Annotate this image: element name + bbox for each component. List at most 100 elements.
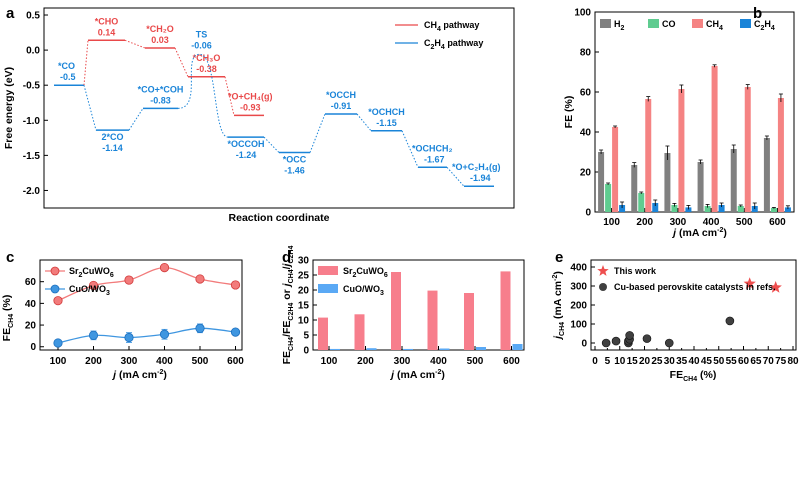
y-tick-label-b: 40 xyxy=(580,128,592,139)
x-tick-label-d: 600 xyxy=(503,356,520,367)
x-axis-label-d: j (mA cm-2) xyxy=(389,369,445,381)
y-tick-label-e: 400 xyxy=(570,263,587,274)
bar-CO xyxy=(605,184,612,212)
bar-H₂ xyxy=(664,153,671,212)
bar-CO xyxy=(770,208,777,212)
bar-CH₄ xyxy=(645,99,652,212)
level-value-c2h4: -1.15 xyxy=(376,118,397,128)
x-tick-label-e: 55 xyxy=(726,356,738,367)
y-tick-label-d: 20 xyxy=(298,286,310,297)
panel-c: 0 20 40 60 100 200 300 400 500 600 FECH4 (%) j (mA … xyxy=(1,259,244,381)
x-tick-label-b: 100 xyxy=(603,217,620,228)
level-label-ch4: *O+CH₄(g) xyxy=(228,91,273,101)
y-tick-label-d: 25 xyxy=(298,271,310,282)
legend-marker-star xyxy=(597,265,609,276)
x-tick-label-e: 25 xyxy=(651,356,663,367)
x-tick-label-c: 400 xyxy=(156,356,173,367)
panel-b: 0 20 40 60 80 100 FE (%) 100 200 300 400 500 600 j (m… xyxy=(563,8,795,239)
x-tick-label-e: 65 xyxy=(750,356,762,367)
level-label-ch4: *CH₃O xyxy=(193,53,221,63)
level-value-c2h4: -1.94 xyxy=(470,173,491,183)
y-tick-label-e: 100 xyxy=(570,320,587,331)
bar-d xyxy=(476,347,486,350)
data-point-c xyxy=(195,274,205,284)
connector-c2h4 xyxy=(309,113,326,153)
connector-c2h4 xyxy=(446,166,465,187)
data-point-c xyxy=(230,327,241,337)
bar-H₂ xyxy=(631,165,638,212)
y-tick-label-a: -2.0 xyxy=(23,186,41,197)
x-tick-label-d: 200 xyxy=(357,356,374,367)
legend-marker-c xyxy=(50,266,60,276)
bar-d xyxy=(464,293,474,350)
data-point-ref xyxy=(611,336,621,346)
panel-label-b: b xyxy=(753,5,762,22)
y-axis-label-d: FECH4/FEC2H4 or jCH4/jC2H4 xyxy=(281,246,295,365)
x-tick-label-c: 300 xyxy=(121,356,138,367)
x-tick-label-e: 40 xyxy=(688,356,700,367)
legend-swatch-b xyxy=(740,19,751,28)
bar-C₂H₄ xyxy=(619,205,626,212)
x-tick-label-e: 20 xyxy=(639,356,651,367)
y-tick-label-c: 0 xyxy=(30,342,36,353)
series-line-c xyxy=(57,327,236,344)
bar-C₂H₄ xyxy=(718,205,725,212)
bar-CH₄ xyxy=(711,66,718,212)
y-tick-label-e: 300 xyxy=(570,282,587,293)
legend-label-b: CH4 xyxy=(706,19,723,32)
level-label-c2h4: *OCCH xyxy=(326,90,356,100)
bar-H₂ xyxy=(763,138,770,212)
bar-CH₄ xyxy=(777,98,784,212)
bar-d xyxy=(439,348,450,350)
level-label-c2h4: *OCHCH₂ xyxy=(412,143,453,153)
connector-ch4 xyxy=(124,39,146,49)
x-tick-label-e: 50 xyxy=(713,356,725,367)
data-point-c xyxy=(124,275,134,285)
level-value-ts: -0.06 xyxy=(191,40,212,50)
x-tick-label-e: 60 xyxy=(738,356,750,367)
legend-label-d: Sr2CuWO6 xyxy=(343,266,388,279)
y-axis-label-b: FE (%) xyxy=(563,96,575,129)
legend-label-b: H2 xyxy=(614,19,625,32)
connector-c2h4 xyxy=(83,85,97,131)
y-tick-label-a: -1.5 xyxy=(23,151,41,162)
bar-H₂ xyxy=(598,152,605,212)
connector-ch4 xyxy=(83,40,89,86)
level-label-c2h4: *OCHCH xyxy=(368,107,405,117)
bar-CH₄ xyxy=(744,87,751,212)
x-tick-label-c: 600 xyxy=(227,356,244,367)
level-value-c2h4: -1.14 xyxy=(102,143,123,153)
legend-label-e: This work xyxy=(614,266,657,276)
data-point-this-work xyxy=(769,281,782,293)
level-value-c2h4: -1.46 xyxy=(284,166,305,176)
level-label-c2h4: *O+C₂H₄(g) xyxy=(452,162,501,172)
y-tick-label-e: 200 xyxy=(570,301,587,312)
data-point-c xyxy=(53,296,63,306)
connector-c2h4 xyxy=(128,108,144,131)
x-tick-label-e: 35 xyxy=(676,356,688,367)
x-tick-label-b: 300 xyxy=(670,217,687,228)
y-tick-label-b: 80 xyxy=(580,48,592,59)
legend-swatch-d xyxy=(318,284,338,293)
x-axis-label-a: Reaction coordinate xyxy=(229,212,330,224)
bar-d xyxy=(354,314,365,350)
legend-swatch-b xyxy=(600,19,611,28)
bar-CH₄ xyxy=(612,127,619,212)
x-tick-label-e: 75 xyxy=(775,356,787,367)
y-tick-label-b: 20 xyxy=(580,168,592,179)
x-tick-label-c: 100 xyxy=(50,356,67,367)
y-tick-label-b: 0 xyxy=(585,208,591,219)
bar-d xyxy=(330,348,340,350)
bar-CO xyxy=(704,206,711,212)
level-label-co: *CO xyxy=(58,61,75,71)
x-tick-label-e: 15 xyxy=(627,356,639,367)
x-tick-label-d: 100 xyxy=(321,356,338,367)
level-label-c2h4: *OCC xyxy=(283,155,307,165)
data-point-c xyxy=(195,323,205,333)
legend-label-c2h4: C2H4 pathway xyxy=(424,38,483,51)
bar-d xyxy=(391,272,401,350)
level-value-c2h4: -1.67 xyxy=(424,154,445,164)
data-point-this-work xyxy=(743,277,756,289)
legend-label-ch4: CH4 pathway xyxy=(424,20,479,33)
